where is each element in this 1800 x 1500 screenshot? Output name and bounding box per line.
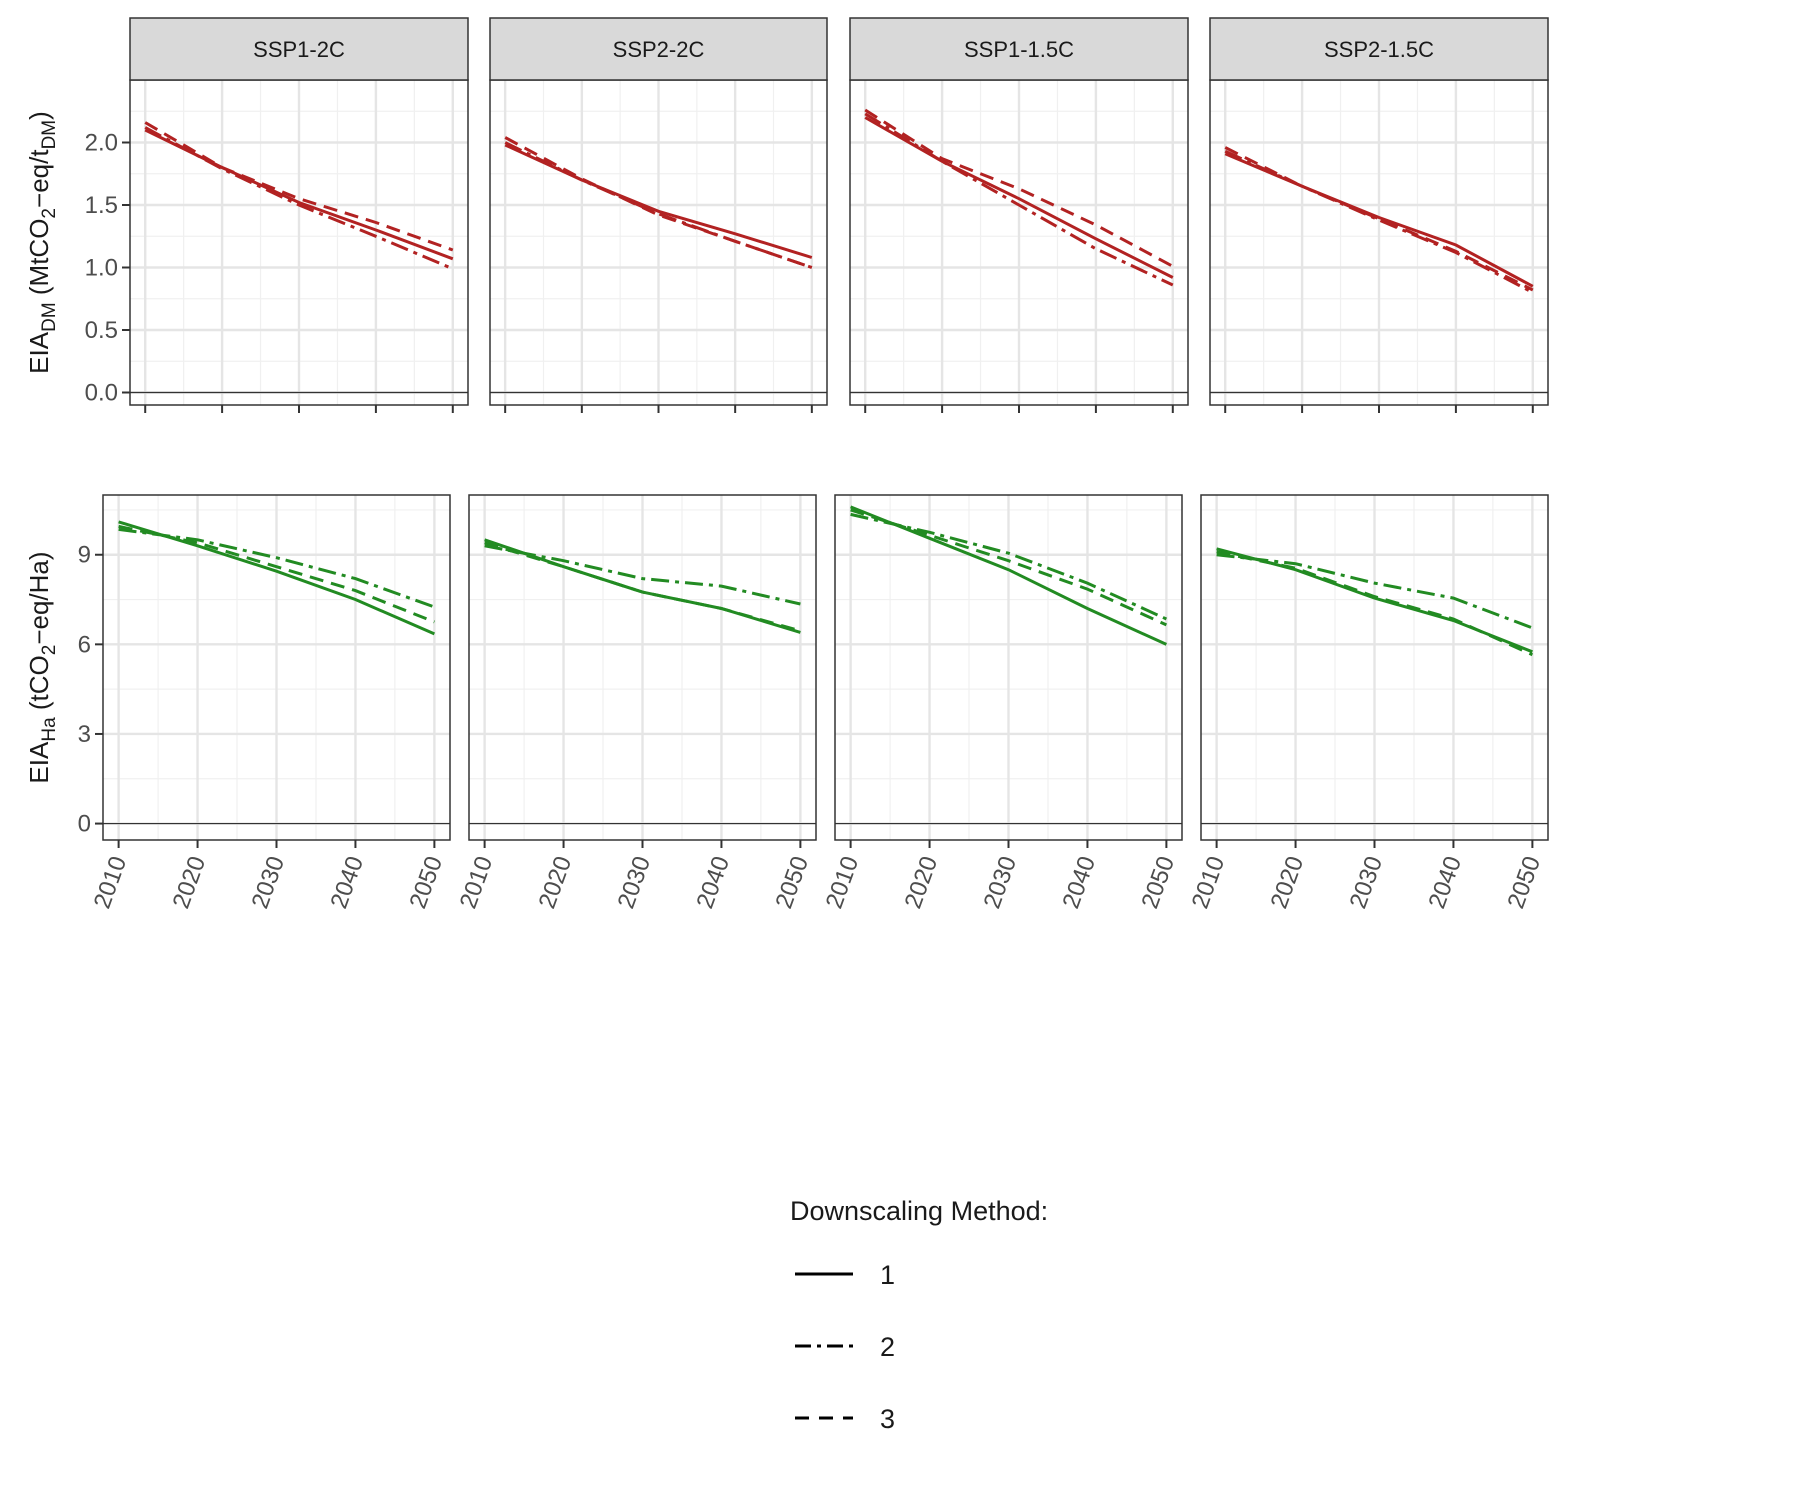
x-tick-label: 2050	[770, 853, 814, 912]
y-tick-label: 3	[78, 721, 91, 748]
y-axis-title-text: −eq/t	[24, 149, 54, 208]
x-tick-label: 2040	[1423, 853, 1467, 912]
y-tick-label: 0	[78, 811, 91, 838]
y-tick-label: 1.0	[85, 255, 118, 282]
facet-strip-label: SSP2-1.5C	[1324, 37, 1434, 62]
series-line-method-3	[850, 508, 1168, 627]
legend-label-method-2: 2	[880, 1332, 895, 1362]
panel-bottom-SSP2-2C: 2010 2020 2030 2040 2050	[455, 494, 817, 912]
y-axis-title-subscript: Ha	[39, 717, 60, 742]
y-tick-label: 0.0	[85, 380, 118, 407]
series-line-method-2	[864, 112, 1174, 287]
facet-row-bottom: 2010 2020 2030 2040 2050 0 3 6 9 2010 2020 2030 2040…	[24, 494, 1549, 912]
y-axis-title-text: −eq/Ha)	[24, 551, 54, 644]
y-axis-title-subscript: 2	[39, 645, 60, 656]
y-axis-title-text: )	[24, 111, 54, 120]
facet-row-top: SSP1-2C 0.0 0.5 1.0 1.5 2.0 SSP2-2C SSP1-1.5C SS…	[24, 17, 1549, 413]
x-tick-label: 2030	[613, 853, 657, 912]
facet-strip	[489, 17, 828, 81]
panel-top-SSP2-2C: SSP2-2C	[489, 17, 828, 413]
y-axis-title-text: EIA	[24, 741, 54, 784]
series-line-method-2	[118, 527, 435, 609]
x-tick-label: 2040	[691, 853, 735, 912]
x-tick-label: 2030	[979, 853, 1023, 912]
series-line-method-2	[504, 141, 813, 269]
y-tick-label: 6	[78, 631, 91, 658]
panel-top-SSP1-1.5C: SSP1-1.5C	[849, 17, 1189, 413]
series-line-method-3	[1224, 146, 1534, 292]
legend: Downscaling Method: 1 2 3	[790, 1196, 1048, 1434]
y-axis-title-text: EIA	[24, 331, 54, 374]
x-tick-label: 2020	[1266, 853, 1310, 912]
panel-bottom-SSP2-1.5C: 2010 2020 2030 2040 2050	[1187, 494, 1549, 912]
y-tick-label: 0.5	[85, 317, 118, 344]
series-line-method-2	[484, 544, 801, 606]
panel-bottom-SSP1-2C: 2010 2020 2030 2040 2050 0 3 6 9	[78, 494, 451, 912]
x-tick-label: 2050	[1502, 853, 1546, 912]
x-tick-label: 2050	[404, 853, 448, 912]
panel-top-SSP2-1.5C: SSP2-1.5C	[1209, 17, 1549, 413]
facet-strip	[1209, 17, 1549, 81]
x-tick-label: 2010	[455, 853, 499, 912]
y-tick-label: 2.0	[85, 130, 118, 157]
y-axis-title-text: (MtCO	[24, 219, 54, 303]
x-tick-label: 2040	[1057, 853, 1101, 912]
series-line-method-3	[1216, 550, 1534, 657]
y-axis-title-subscript: 2	[39, 208, 60, 219]
x-tick-label: 2010	[1187, 853, 1231, 912]
x-tick-label: 2050	[1136, 853, 1180, 912]
y-tick-label: 1.5	[85, 192, 118, 219]
series-line-method-3	[118, 524, 435, 624]
facet-strip-label: SSP2-2C	[613, 37, 705, 62]
y-axis-title-top: EIADM​ (MtCO2​−eq/tDM​)	[24, 111, 60, 374]
x-tick-label: 2020	[534, 853, 578, 912]
x-tick-label: 2040	[325, 853, 369, 912]
facet-strip	[849, 17, 1189, 81]
series-line-method-1	[1224, 152, 1534, 288]
series-line-method-2	[144, 126, 454, 271]
legend-label-method-1: 1	[880, 1260, 895, 1290]
y-axis-title-subscript: DM	[39, 120, 60, 150]
series-line-method-2	[850, 512, 1168, 621]
series-line-method-3	[484, 541, 801, 633]
legend-label-method-3: 3	[880, 1404, 895, 1434]
series-line-method-3	[864, 108, 1174, 268]
y-axis-title-bottom: EIAHa​ (tCO2​−eq/Ha)	[24, 551, 60, 783]
facet-strip-label: SSP1-2C	[253, 37, 345, 62]
series-line-method-1	[504, 143, 813, 259]
y-axis-title-subscript: DM	[39, 302, 60, 332]
x-tick-label: 2020	[900, 853, 944, 912]
x-tick-label: 2030	[247, 853, 291, 912]
x-tick-label: 2010	[821, 853, 865, 912]
panel-top-SSP1-2C: SSP1-2C 0.0 0.5 1.0 1.5 2.0	[85, 17, 469, 413]
y-tick-label: 9	[78, 542, 91, 569]
series-line-method-2	[1224, 149, 1534, 294]
y-axis-title-text: (tCO	[24, 655, 54, 717]
panels-layer: SSP1-2C 0.0 0.5 1.0 1.5 2.0 SSP2-2C SSP1-1.5C SS…	[24, 17, 1549, 912]
facet-strip	[129, 17, 469, 81]
x-tick-label: 2030	[1345, 853, 1389, 912]
x-tick-label: 2020	[168, 853, 212, 912]
x-tick-label: 2010	[89, 853, 133, 912]
legend-title: Downscaling Method:	[790, 1196, 1048, 1226]
facet-strip-label: SSP1-1.5C	[964, 37, 1074, 62]
series-line-method-2	[1216, 553, 1533, 630]
panel-bottom-SSP1-1.5C: 2010 2020 2030 2040 2050	[821, 494, 1183, 912]
